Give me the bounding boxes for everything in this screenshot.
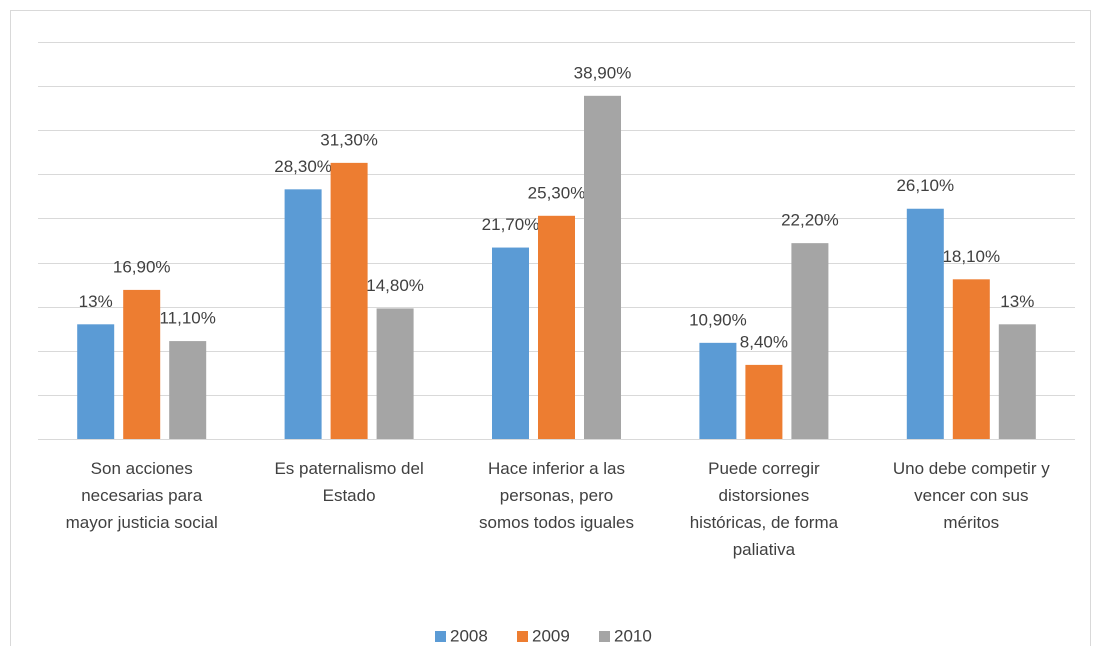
x-tick-label: Puede corregir distorsiones históricas, de… bbox=[690, 459, 839, 559]
legend-label: 2010 bbox=[614, 626, 652, 645]
bar bbox=[330, 162, 368, 439]
bar bbox=[906, 208, 944, 439]
bar bbox=[699, 342, 737, 439]
bar bbox=[376, 308, 414, 439]
bar bbox=[745, 364, 783, 439]
bar bbox=[584, 95, 621, 439]
data-label: 28,30% bbox=[274, 157, 332, 176]
data-label: 11,10% bbox=[159, 309, 215, 328]
data-label: 31,30% bbox=[320, 130, 378, 149]
bar bbox=[492, 247, 529, 439]
data-label: 21,70% bbox=[482, 215, 540, 234]
bar bbox=[791, 243, 829, 439]
data-label: 26,10% bbox=[896, 176, 954, 195]
x-tick-label: Es paternalismo del Estado bbox=[274, 459, 423, 505]
x-tick-label: Son acciones necesarias para mayor justici… bbox=[66, 459, 218, 532]
bar bbox=[169, 341, 207, 439]
data-label: 10,90% bbox=[689, 310, 747, 329]
x-tick-label: Uno debe competir y vencer con sus méritos bbox=[893, 459, 1050, 532]
legend-swatch bbox=[599, 631, 610, 642]
data-label: 18,10% bbox=[942, 247, 1000, 266]
data-label: 13% bbox=[79, 292, 113, 311]
legend-swatch bbox=[435, 631, 446, 642]
data-label: 22,20% bbox=[781, 211, 839, 230]
legend-label: 2008 bbox=[450, 626, 488, 645]
chart-border bbox=[10, 10, 1091, 646]
x-tick-label: Hace inferior a las personas, pero somos t… bbox=[479, 459, 634, 532]
bar bbox=[998, 324, 1036, 439]
data-label: 16,90% bbox=[113, 257, 171, 276]
legend-swatch bbox=[517, 631, 528, 642]
data-label: 13% bbox=[1000, 292, 1034, 311]
bar bbox=[77, 324, 115, 439]
bar bbox=[952, 279, 990, 439]
data-label: 25,30% bbox=[528, 183, 586, 202]
bar bbox=[538, 215, 575, 439]
bar bbox=[123, 289, 161, 439]
data-label: 8,40% bbox=[740, 332, 788, 351]
data-label: 14,80% bbox=[366, 276, 424, 295]
bar bbox=[284, 189, 322, 439]
data-label: 38,90% bbox=[574, 63, 632, 82]
legend-label: 2009 bbox=[532, 626, 570, 645]
